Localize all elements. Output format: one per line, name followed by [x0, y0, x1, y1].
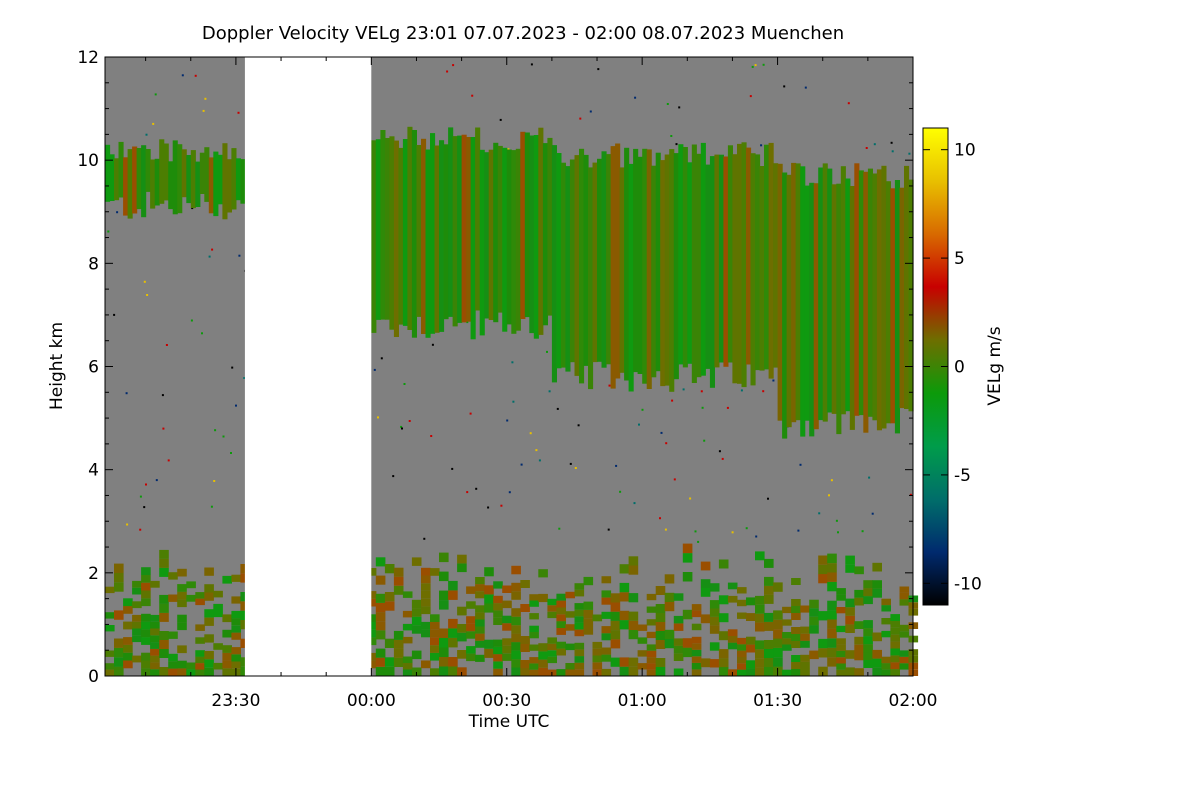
x-tick-label: 01:00: [618, 691, 667, 711]
x-axis: 23:30 00:00 00:30 01:00 01:30 02:00: [145, 57, 938, 711]
echo-region-1: [105, 139, 246, 220]
echo-region-4: [777, 162, 914, 439]
y-axis: 0 2 4 6 8 10 12: [77, 48, 913, 687]
x-tick-label: 01:30: [753, 691, 802, 711]
echo-regions: [105, 126, 919, 676]
echo-region-3: [551, 142, 779, 392]
echo-region-2: [371, 126, 553, 340]
y-tick-label: 12: [77, 48, 99, 68]
x-tick-label: 00:30: [482, 691, 531, 711]
x-tick-label: 00:00: [347, 691, 396, 711]
colorbar-tick-label: 0: [954, 358, 965, 378]
y-tick-label: 10: [77, 151, 99, 171]
chart-title: Doppler Velocity VELg 23:01 07.07.2023 -…: [202, 23, 844, 44]
y-axis-label: Height km: [47, 322, 67, 410]
y-tick-label: 8: [88, 254, 99, 274]
colorbar-tick-label: -10: [954, 574, 982, 594]
x-tick-label: 02:00: [889, 691, 938, 711]
data-gap: [244, 57, 372, 676]
colorbar-tick-label: 10: [954, 141, 976, 161]
y-tick-label: 2: [88, 564, 99, 584]
colorbar-tick-label: -5: [954, 466, 971, 486]
y-tick-label: 0: [88, 667, 99, 687]
y-tick-label: 4: [88, 461, 99, 481]
x-axis-label: Time UTC: [468, 712, 550, 732]
plot-area: [104, 56, 919, 677]
colorbar-ticks: 10 5 0 -5 -10: [923, 141, 982, 594]
colorbar: 10 5 0 -5 -10 VELg m/s: [922, 127, 1005, 606]
colorbar-label: VELg m/s: [985, 326, 1005, 405]
colorbar-tick-label: 5: [954, 249, 965, 269]
y-tick-label: 6: [88, 358, 99, 378]
x-tick-label: 23:30: [211, 691, 260, 711]
